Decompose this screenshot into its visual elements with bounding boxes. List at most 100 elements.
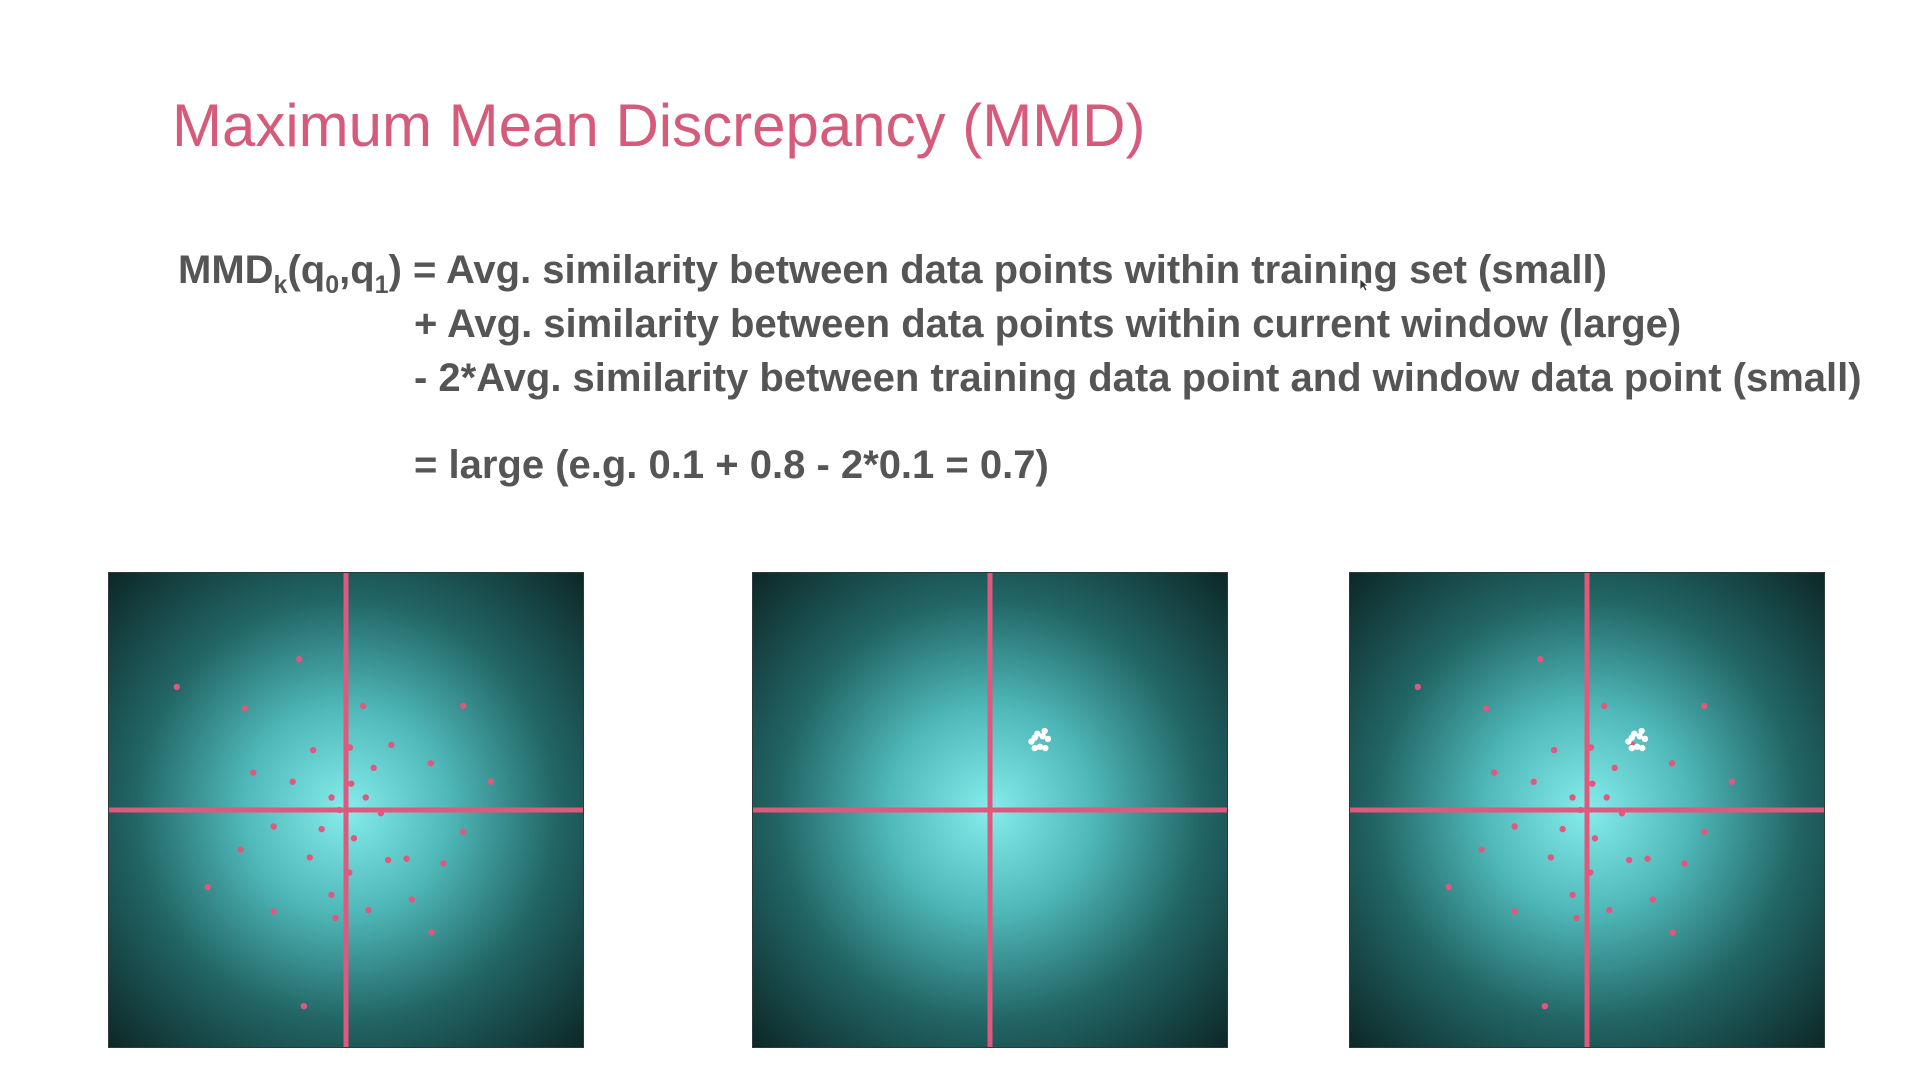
training-point	[1573, 914, 1580, 922]
mmd-args-comma: ,q	[339, 248, 375, 292]
training-point	[1587, 744, 1595, 751]
current-window-panel-plot	[753, 573, 1227, 1047]
training-point	[1559, 825, 1566, 833]
training-point	[359, 702, 367, 710]
training-point	[388, 741, 395, 749]
training-point	[1569, 794, 1576, 801]
combined-panel-plot	[1350, 573, 1824, 1047]
training-point	[403, 855, 410, 862]
training-point	[328, 891, 335, 899]
training-point	[1668, 760, 1676, 767]
training-point	[408, 896, 416, 903]
training-point	[300, 1002, 308, 1010]
window-point	[1044, 735, 1052, 743]
combined-panel	[1349, 572, 1825, 1048]
window-point	[1638, 727, 1645, 735]
training-point	[173, 683, 180, 691]
training-point	[249, 769, 257, 776]
training-point	[1603, 794, 1610, 801]
window-point	[1641, 735, 1649, 743]
training-point	[346, 869, 353, 876]
training-point	[1644, 855, 1651, 862]
mmd-args-close: )	[388, 248, 402, 292]
training-point	[332, 914, 339, 922]
current-window-panel	[752, 572, 1228, 1048]
q0-subscript: 0	[325, 271, 340, 299]
training-point	[1606, 906, 1613, 914]
training-point	[1587, 869, 1594, 876]
training-point	[459, 702, 467, 710]
training-point	[1537, 656, 1544, 663]
training-point	[270, 908, 277, 915]
training-point	[289, 778, 296, 785]
training-point	[348, 780, 355, 787]
training-point	[346, 744, 354, 751]
window-point	[1034, 730, 1041, 737]
slide-title: Maximum Mean Discrepancy (MMD)	[172, 92, 1146, 159]
training-point	[1511, 823, 1518, 830]
training-point	[370, 764, 377, 772]
training-point	[306, 854, 313, 861]
training-point	[242, 705, 249, 712]
training-point	[362, 794, 369, 801]
training-point	[1700, 828, 1708, 835]
mmd-symbol: MMD	[178, 248, 274, 292]
window-point	[1639, 744, 1646, 752]
training-point	[1541, 1002, 1549, 1010]
training-point	[384, 856, 392, 864]
training-set-panel-plot	[109, 573, 583, 1047]
window-point	[1636, 733, 1643, 740]
kernel-subscript: k	[273, 271, 288, 299]
training-point	[1478, 846, 1485, 853]
training-point	[1618, 810, 1626, 817]
training-point	[365, 906, 372, 914]
training-set-panel	[108, 572, 584, 1048]
window-point	[1041, 727, 1048, 735]
training-point	[1530, 778, 1537, 785]
training-point	[270, 823, 277, 830]
training-point	[309, 746, 317, 754]
training-point	[336, 806, 343, 814]
training-point	[1483, 705, 1490, 712]
training-similarity-term: = Avg. similarity between data points wi…	[401, 248, 1607, 292]
training-point	[1625, 856, 1633, 864]
training-point	[237, 846, 244, 853]
training-point	[318, 825, 325, 833]
training-point	[1600, 702, 1608, 710]
q1-subscript: 1	[374, 271, 389, 299]
formula-line-window-term: + Avg. similarity between data points wi…	[414, 302, 1682, 346]
training-point	[1649, 896, 1657, 903]
training-point	[1669, 929, 1676, 936]
window-point	[1031, 744, 1038, 752]
training-point	[487, 778, 495, 785]
training-point	[1414, 683, 1421, 691]
training-point	[428, 929, 435, 936]
training-point	[459, 828, 467, 835]
mouse-cursor-icon	[1359, 278, 1369, 292]
training-point	[1547, 854, 1554, 861]
window-point	[1628, 744, 1635, 752]
training-point	[204, 883, 211, 891]
training-point	[1577, 806, 1584, 814]
training-point	[1490, 769, 1498, 776]
training-point	[1700, 702, 1708, 710]
training-point	[427, 760, 435, 767]
formula-result: = large (e.g. 0.1 + 0.8 - 2*0.1 = 0.7)	[414, 443, 1049, 487]
window-point	[1036, 743, 1044, 750]
training-point	[1550, 746, 1558, 754]
training-point	[1728, 778, 1736, 785]
window-point	[1633, 743, 1641, 750]
window-point	[1631, 730, 1638, 737]
training-point	[1569, 891, 1576, 899]
training-point	[1589, 780, 1596, 787]
training-point	[1511, 908, 1518, 915]
formula-line-training-term: MMDk(q0,q1) = Avg. similarity between da…	[178, 248, 1607, 298]
training-point	[1591, 835, 1599, 842]
window-point	[1039, 733, 1046, 740]
training-point	[440, 860, 447, 867]
training-point	[328, 794, 335, 801]
training-point	[296, 656, 303, 663]
training-point	[350, 835, 358, 842]
mmd-args-open: (q	[287, 248, 326, 292]
